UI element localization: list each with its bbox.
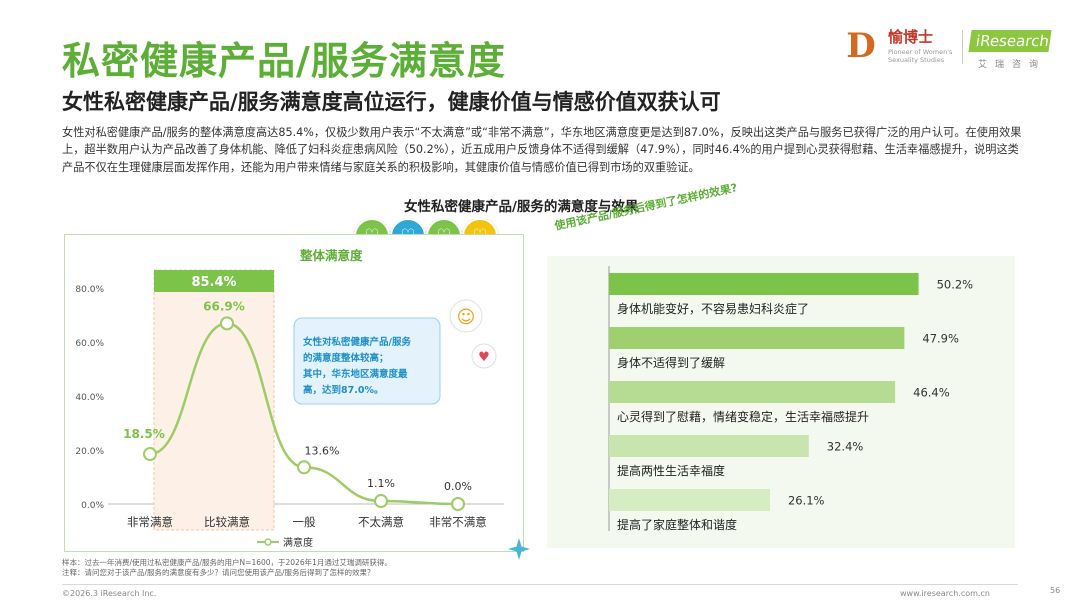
summary-paragraph: 女性对私密健康产品/服务的整体满意度高达85.4%，仅极少数用户表示“不太满意”… <box>62 126 1022 174</box>
effect-bar <box>609 489 770 511</box>
effect-bar <box>609 327 905 349</box>
bar-category-label: 提高两性生活幸福度 <box>617 463 725 478</box>
bar-value-label: 46.4% <box>913 386 950 400</box>
iresearch-cn-name: 艾瑞咨询 <box>978 60 1047 70</box>
bar-value-label: 32.4% <box>827 440 864 454</box>
y-tick-label: 20.0% <box>75 447 104 457</box>
y-tick-label: 0.0% <box>81 501 104 511</box>
x-tick-label: 不太满意 <box>358 515 404 529</box>
effect-bar <box>609 273 919 295</box>
data-label: 13.6% <box>305 444 340 457</box>
brand-logos: D 愉博士 Pioneer of Women's Sexuality Studi… <box>842 24 1057 72</box>
data-label: 1.1% <box>367 477 395 490</box>
page-title: 私密健康产品/服务满意度 <box>62 39 506 83</box>
y-tick-label: 40.0% <box>75 393 104 403</box>
yuboshi-tagline: Pioneer of Women's Sexuality Studies <box>888 48 953 64</box>
data-point <box>374 494 388 509</box>
question-note: 注释：请问您对于该产品/服务的满意度有多少？请问您使用该产品/服务后得到了怎样的… <box>62 568 375 577</box>
annotation-line: 高，达到87.0%。 <box>303 384 383 396</box>
bar-category-label: 心灵得到了慰藉，情绪变稳定，生活幸福感提升 <box>617 409 869 424</box>
satisfaction-line-chart: 0.0% 20.0% 40.0% 60.0% 80.0% 整体满意度 85.4% 18.… <box>75 248 504 549</box>
bar-category-label: 提高了家庭整体和谐度 <box>617 517 737 532</box>
sample-note: 样本：过去一年消费/使用过私密健康产品/服务的用户N=1600，于2026年1月… <box>62 558 392 567</box>
x-tick-label: 非常不满意 <box>429 515 487 529</box>
copyright: ©2026.3 iResearch Inc. <box>62 589 157 598</box>
x-tick-label: 比较满意 <box>204 515 250 529</box>
data-point <box>220 316 234 331</box>
data-point <box>297 460 311 475</box>
footer-divider <box>62 584 1018 585</box>
x-tick-label: 一般 <box>293 515 316 529</box>
x-tick-label: 非常满意 <box>127 515 173 529</box>
data-point <box>451 497 465 511</box>
data-label: 66.9% <box>203 299 245 313</box>
page-number: 56 <box>1050 586 1061 595</box>
bar-value-label: 50.2% <box>937 278 974 292</box>
red-heart-icon: ♥ <box>478 350 490 365</box>
data-label: 18.5% <box>123 427 165 441</box>
effect-bar-chart: 50.2% 身体机能变好，不容易患妇科炎症了 47.9% 身体不适得到了缓解 46.4%… <box>608 266 974 532</box>
yuboshi-logo-icon: D <box>846 26 876 66</box>
website: www.iresearch.com.cn <box>900 589 990 598</box>
data-label: 0.0% <box>444 480 472 493</box>
logo-divider <box>962 30 963 64</box>
overall-satisfaction-title: 整体满意度 <box>300 248 363 263</box>
page-subtitle: 女性私密健康产品/服务满意度高位运行，健康价值与情感价值双获认可 <box>62 90 721 114</box>
bar-value-label: 26.1% <box>788 494 825 508</box>
bar-category-label: 身体机能变好，不容易患妇科炎症了 <box>617 301 809 316</box>
iresearch-logo: iResearch <box>968 30 1052 52</box>
legend-label: 满意度 <box>283 536 313 549</box>
overall-badge <box>154 270 274 292</box>
effect-bar <box>609 435 809 457</box>
chart-title: 女性私密健康产品/服务的满意度与效果 <box>404 199 639 215</box>
yuboshi-brand-name: 愉博士 <box>888 28 934 46</box>
overall-value: 85.4% <box>191 275 236 290</box>
bar-category-label: 身体不适得到了缓解 <box>617 355 725 370</box>
data-point <box>143 447 157 462</box>
y-tick-label: 60.0% <box>75 339 104 349</box>
annotation-line: 女性对私密健康产品/服务 <box>303 336 411 348</box>
smile-bubble <box>449 299 483 333</box>
legend-marker <box>264 538 272 546</box>
annotation-line: 的满意度整体较高； <box>303 352 389 364</box>
sparkle-icon <box>508 538 530 560</box>
bar-value-label: 47.9% <box>922 332 959 346</box>
smile-emoji-icon: ☺ <box>457 307 476 328</box>
y-tick-label: 80.0% <box>75 285 104 295</box>
heart-bubble <box>471 343 497 369</box>
annotation-box <box>293 317 441 405</box>
effect-bar <box>609 381 896 403</box>
footnote: 样本：过去一年消费/使用过私密健康产品/服务的用户N=1600，于2026年1月… <box>62 558 392 578</box>
annotation-line: 其中，华东地区满意度最 <box>303 368 408 380</box>
